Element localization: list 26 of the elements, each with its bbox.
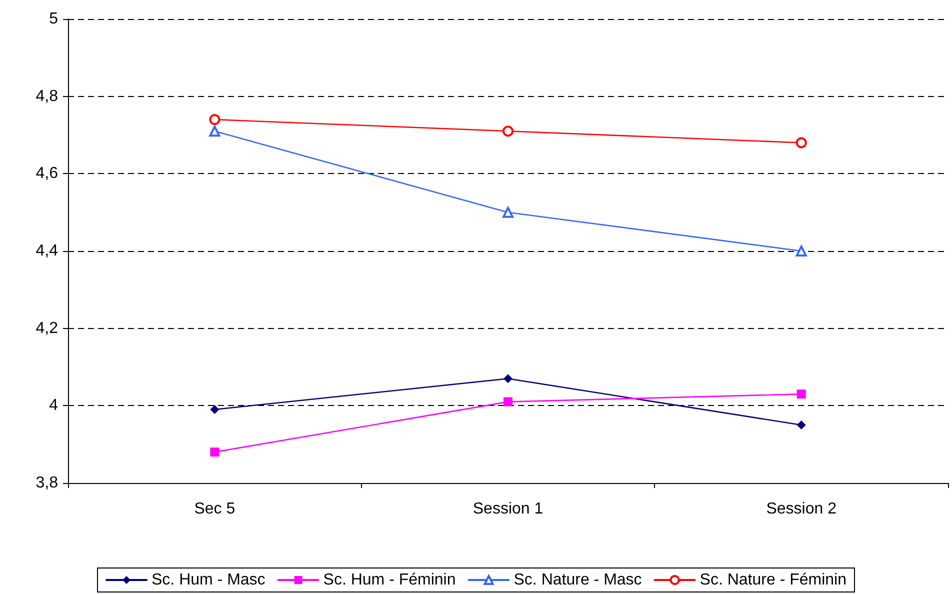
point — [796, 390, 806, 399]
point — [209, 114, 220, 126]
point — [796, 420, 806, 430]
legend-label: Sc. Nature - Féminin — [700, 572, 847, 588]
legend-label: Sc. Nature - Masc — [514, 572, 642, 588]
point — [502, 206, 514, 218]
y-tick-label: 4,4 — [36, 242, 58, 260]
point — [796, 137, 807, 148]
legend-label: Sc. Hum - Masc — [152, 572, 266, 588]
y-tick-label: 5 — [49, 10, 58, 28]
legend-label: Sc. Hum - Féminin — [323, 572, 456, 588]
y-tick-label: 3,8 — [36, 474, 58, 492]
x-tick-label: Session 2 — [766, 500, 837, 518]
x-tick-label: Session 1 — [472, 500, 544, 518]
y-tick-label: 4,8 — [36, 88, 58, 105]
point — [504, 374, 512, 384]
point — [209, 126, 220, 137]
y-tick-label: 4,2 — [36, 320, 58, 337]
point — [210, 448, 220, 457]
point — [210, 405, 220, 414]
point — [504, 397, 512, 406]
x-tick-label: Sec 5 — [194, 500, 236, 518]
point — [502, 126, 514, 137]
y-tick-label: 4 — [49, 397, 58, 414]
y-tick-label: 4,6 — [36, 165, 58, 182]
point — [796, 246, 807, 256]
